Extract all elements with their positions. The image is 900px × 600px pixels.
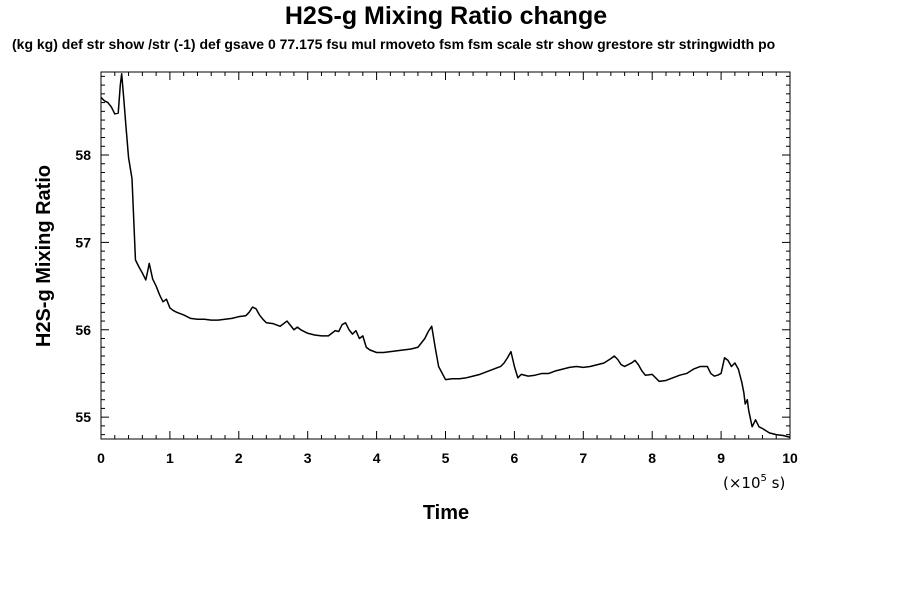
y-axis-title: H2S-g Mixing Ratio: [33, 165, 55, 347]
x-unit-prefix: (×10: [723, 474, 761, 492]
x-unit-suffix: s): [767, 474, 785, 492]
x-tick-label: 4: [373, 450, 381, 466]
x-tick-label: 10: [782, 450, 798, 466]
chart-title: H2S-g Mixing Ratio change: [285, 2, 607, 30]
y-tick-label: 55: [75, 409, 91, 425]
x-tick-label: 5: [442, 450, 450, 466]
chart-subtitle: (kg kg) def str show /str (-1) def gsave…: [12, 36, 775, 52]
x-axis-title: Time: [423, 502, 469, 524]
series-line-0: [100, 73, 791, 438]
x-tick-label: 9: [717, 450, 725, 466]
y-tick-label: 57: [75, 234, 91, 250]
series-group: [100, 73, 791, 438]
y-tick-label: 58: [75, 147, 91, 163]
x-axis-unit-label: (×105 s): [723, 473, 785, 492]
x-tick-label: 8: [648, 450, 656, 466]
y-tick-label: 56: [75, 322, 91, 338]
x-tick-label: 2: [235, 450, 243, 466]
x-tick-label: 6: [511, 450, 519, 466]
x-tick-label: 3: [304, 450, 312, 466]
axis-ticks: [100, 72, 791, 439]
x-tick-label: 1: [166, 450, 174, 466]
plot-frame: [100, 71, 791, 440]
x-tick-label: 0: [97, 450, 105, 466]
x-tick-label: 7: [579, 450, 587, 466]
x-unit-exponent: 5: [761, 473, 767, 484]
